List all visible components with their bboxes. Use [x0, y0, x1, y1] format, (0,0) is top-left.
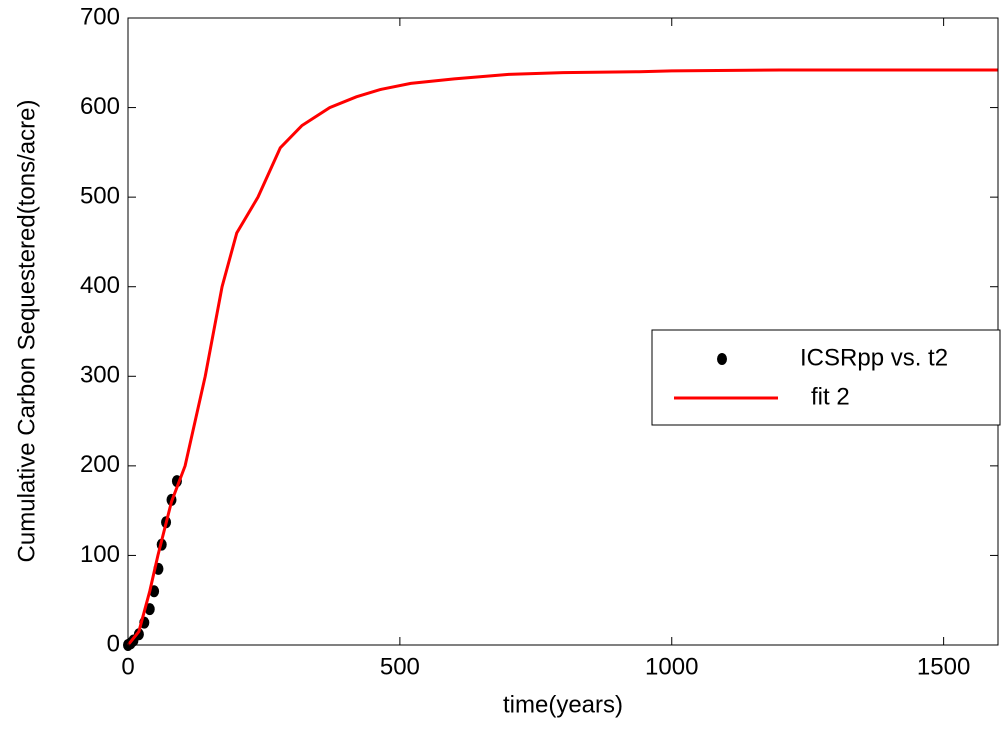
- data-point: [133, 628, 144, 641]
- y-tick-label: 600: [80, 93, 120, 120]
- legend-label: ICSRpp vs. t2: [800, 344, 948, 371]
- x-tick-label: 500: [380, 653, 420, 680]
- x-axis-label: time(years): [503, 691, 623, 718]
- y-tick-label: 400: [80, 272, 120, 299]
- y-tick-label: 300: [80, 362, 120, 389]
- x-tick-label: 1500: [917, 653, 970, 680]
- legend-label: fit 2: [811, 383, 850, 410]
- y-tick-label: 700: [80, 3, 120, 30]
- y-tick-label: 100: [80, 541, 120, 568]
- y-tick-label: 200: [80, 451, 120, 478]
- y-axis-label: Cumulative Carbon Sequestered(tons/acre): [13, 100, 40, 563]
- y-tick-label: 500: [80, 182, 120, 209]
- legend-marker: [717, 353, 727, 365]
- fit-line: [126, 68, 998, 646]
- x-tick-label: 0: [121, 653, 134, 680]
- x-tick-label: 1000: [645, 653, 698, 680]
- legend-box: [651, 329, 1001, 426]
- y-tick-label: 0: [107, 630, 120, 657]
